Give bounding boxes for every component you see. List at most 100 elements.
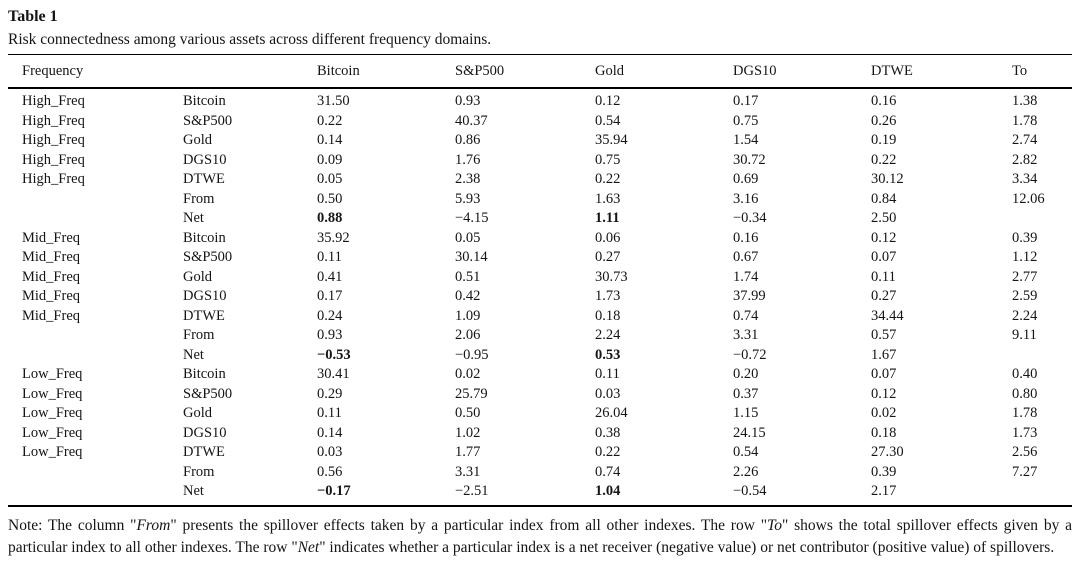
table-cell: 35.94 xyxy=(595,132,628,148)
table-cell: 2.38 xyxy=(455,171,481,187)
table-cell xyxy=(1012,346,1072,366)
table-cell: 0.22 xyxy=(871,151,897,168)
table-cell: 0.39 xyxy=(871,463,897,480)
table-cell: DGS10 xyxy=(183,151,227,168)
table-cell: 0.29 xyxy=(317,385,343,402)
table-cell: 0.50 xyxy=(317,190,343,207)
table-cell: 30.12 xyxy=(871,171,904,187)
table-cell: 0.14 xyxy=(317,132,343,148)
table-row: From 0.50 5.93 1.63 3.16 0.84 12.06 xyxy=(8,190,1072,210)
table-cell: Low_Freq xyxy=(22,385,83,402)
table-cell: 0.05 xyxy=(455,229,481,246)
note-italic-term: Net xyxy=(297,539,320,556)
table-cell: 0.16 xyxy=(871,93,897,109)
table-cell xyxy=(1012,482,1072,506)
table-cell: 0.12 xyxy=(871,385,897,402)
table-cell: 7.27 xyxy=(1012,463,1038,480)
table-cell xyxy=(8,346,183,366)
table-cell: 0.03 xyxy=(595,385,621,402)
table-cell: DGS10 xyxy=(183,424,227,441)
column-header: To xyxy=(1012,54,1072,89)
table-cell: 1.12 xyxy=(1012,249,1038,265)
table-cell: S&P500 xyxy=(183,249,233,265)
table-cell: 3.31 xyxy=(455,463,481,480)
table-header-row: Frequency Bitcoin S&P500 Gold DGS10 DTWE To xyxy=(8,54,1072,89)
table-cell: −4.15 xyxy=(455,210,489,226)
table-cell: 0.24 xyxy=(317,307,343,324)
table-cell: 12.06 xyxy=(1012,190,1045,207)
table-cell: 0.17 xyxy=(317,288,343,304)
table-cell: 2.82 xyxy=(1012,151,1038,168)
table-cell: 2.17 xyxy=(871,483,897,499)
column-header: DGS10 xyxy=(733,54,871,89)
table-cell: 0.07 xyxy=(871,249,897,265)
table-cell: Net xyxy=(183,346,204,363)
table-cell: DGS10 xyxy=(183,288,227,304)
table-cell: 1.67 xyxy=(871,346,897,363)
table-cell: 1.09 xyxy=(455,307,481,324)
table-cell: −0.34 xyxy=(733,210,767,226)
table-cell: 37.99 xyxy=(733,288,766,304)
table-cell: 0.84 xyxy=(871,190,897,207)
table-cell: 0.26 xyxy=(871,112,897,129)
table-cell: 0.40 xyxy=(1012,366,1038,382)
table-cell: DTWE xyxy=(183,444,225,460)
note-italic-term: To xyxy=(767,516,782,534)
table-cell: 0.22 xyxy=(595,171,621,187)
table-cell: −0.95 xyxy=(455,346,489,363)
table-cell: Bitcoin xyxy=(183,366,226,382)
table-cell: S&P500 xyxy=(183,385,233,402)
column-header: DTWE xyxy=(871,54,1012,89)
table-cell: 2.74 xyxy=(1012,132,1038,148)
table-cell xyxy=(8,209,183,229)
table-cell: Gold xyxy=(183,132,212,148)
table-row: Low_Freq DTWE 0.03 1.77 0.22 0.54 27.30 2.56 xyxy=(8,443,1072,463)
table-cell: 0.27 xyxy=(595,249,621,265)
table-cell: 0.06 xyxy=(595,229,621,246)
table-cell xyxy=(8,190,183,210)
table-row: From 0.93 2.06 2.24 3.31 0.57 9.11 xyxy=(8,326,1072,346)
table-cell: High_Freq xyxy=(22,151,85,168)
table-cell: 34.44 xyxy=(871,307,904,324)
table-cell xyxy=(8,326,183,346)
table-cell: Mid_Freq xyxy=(22,307,80,324)
table-cell: 0.50 xyxy=(455,405,481,421)
table-cell: Mid_Freq xyxy=(22,249,80,265)
table-row: From 0.56 3.31 0.74 2.26 0.39 7.27 xyxy=(8,463,1072,483)
table-cell: S&P500 xyxy=(183,112,233,129)
table-cell: 0.41 xyxy=(317,268,343,285)
table-cell: 0.12 xyxy=(595,93,621,109)
table-cell: From xyxy=(183,463,215,480)
table-cell: 0.22 xyxy=(317,112,343,129)
table-cell: 0.53 xyxy=(595,346,621,363)
table-cell: 1.38 xyxy=(1012,93,1038,109)
table-cell: 0.27 xyxy=(871,288,897,304)
table-row: High_Freq Gold 0.14 0.86 35.94 1.54 0.19 2.74 xyxy=(8,131,1072,151)
table-cell: 1.78 xyxy=(1012,405,1038,421)
paper-page: Table 1 Risk connectedness among various… xyxy=(8,8,1072,560)
table-note: Note: The column "From" presents the spi… xyxy=(8,515,1072,560)
table-cell: 0.67 xyxy=(733,249,759,265)
table-cell: 0.22 xyxy=(595,444,621,460)
table-cell: 0.57 xyxy=(871,327,897,343)
table-cell: 0.75 xyxy=(733,112,759,129)
table-row: High_Freq S&P500 0.22 40.37 0.54 0.75 0.26 1.78 xyxy=(8,112,1072,132)
table-cell: Mid_Freq xyxy=(22,288,80,304)
table-title: Table 1 xyxy=(8,8,58,25)
table-cell: 3.31 xyxy=(733,327,759,343)
table-cell: Low_Freq xyxy=(22,444,83,460)
table-cell: 1.77 xyxy=(455,444,481,460)
table-cell: 0.11 xyxy=(317,249,342,265)
table-cell: 0.69 xyxy=(733,171,759,187)
table-cell: 35.92 xyxy=(317,229,350,246)
table-cell: 0.11 xyxy=(871,268,896,285)
table-cell: High_Freq xyxy=(22,132,85,148)
table-row: High_Freq DGS10 0.09 1.76 0.75 30.72 0.22 2.82 xyxy=(8,151,1072,171)
table-cell: From xyxy=(183,190,215,207)
table-cell: 0.19 xyxy=(871,132,897,148)
table-cell: 26.04 xyxy=(595,405,628,421)
table-cell: 0.93 xyxy=(455,93,481,109)
table-cell: 25.79 xyxy=(455,385,488,402)
table-cell: −0.53 xyxy=(317,346,351,363)
table-cell: 0.05 xyxy=(317,171,343,187)
